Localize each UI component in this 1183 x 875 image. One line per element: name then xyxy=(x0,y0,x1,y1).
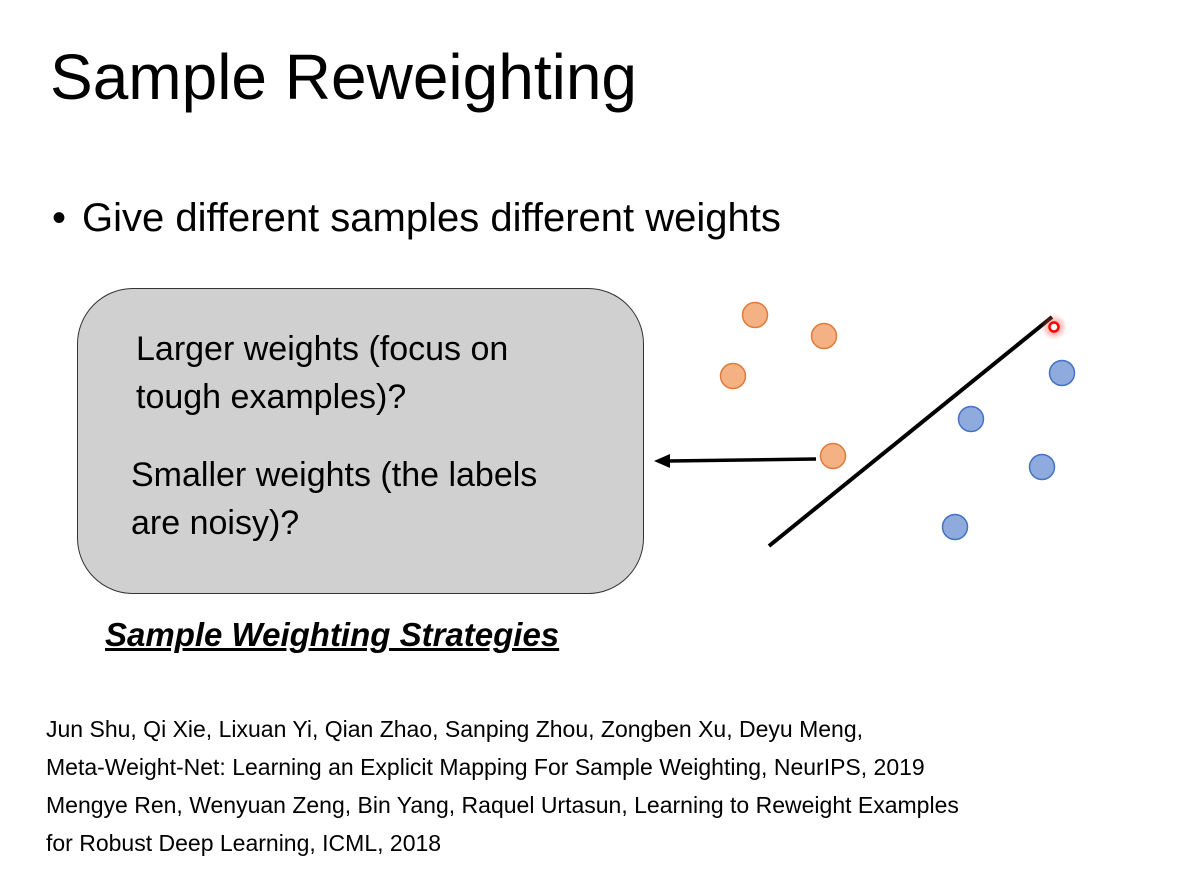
strategies-caption: Sample Weighting Strategies xyxy=(105,616,560,653)
reference-line: Meta-Weight-Net: Learning an Explicit Ma… xyxy=(46,754,925,780)
option-smaller-line-1: Smaller weights (the labels xyxy=(131,456,538,494)
orange-sample-point xyxy=(810,322,838,350)
blue-sample-point xyxy=(1028,453,1056,481)
reference-line: Mengye Ren, Wenyuan Zeng, Bin Yang, Raqu… xyxy=(46,792,959,818)
option-smaller-weights: Smaller weights (the labels are noisy)? xyxy=(131,451,537,547)
reference-line: for Robust Deep Learning, ICML, 2018 xyxy=(46,830,442,856)
reference-line: Jun Shu, Qi Xie, Lixuan Yi, Qian Zhao, S… xyxy=(46,716,864,742)
pointer-dot-icon xyxy=(1048,321,1060,333)
blue-sample-point xyxy=(941,513,969,541)
pointer-arrow-shaft xyxy=(667,457,817,463)
option-larger-line-2: tough examples)? xyxy=(136,378,407,416)
noisy-orange-sample-point xyxy=(819,442,847,470)
orange-sample-point xyxy=(719,362,747,390)
option-larger-weights: Larger weights (focus on tough examples)… xyxy=(136,325,508,421)
pointer-arrow-head xyxy=(654,454,670,468)
weighting-options-panel: Larger weights (focus on tough examples)… xyxy=(77,288,644,594)
option-smaller-line-2: are noisy)? xyxy=(131,504,300,542)
orange-sample-point xyxy=(741,301,769,329)
references: Jun Shu, Qi Xie, Lixuan Yi, Qian Zhao, S… xyxy=(46,710,959,862)
bullet-item: • Give different samples different weight… xyxy=(52,196,781,241)
option-larger-line-1: Larger weights (focus on xyxy=(136,330,509,368)
bullet-text: Give different samples different weights xyxy=(82,196,781,240)
blue-sample-point xyxy=(957,405,985,433)
blue-sample-point xyxy=(1048,359,1076,387)
slide-title: Sample Reweighting xyxy=(50,41,637,113)
decision-boundary-line xyxy=(767,315,1054,548)
bullet-dot-icon: • xyxy=(52,196,67,240)
